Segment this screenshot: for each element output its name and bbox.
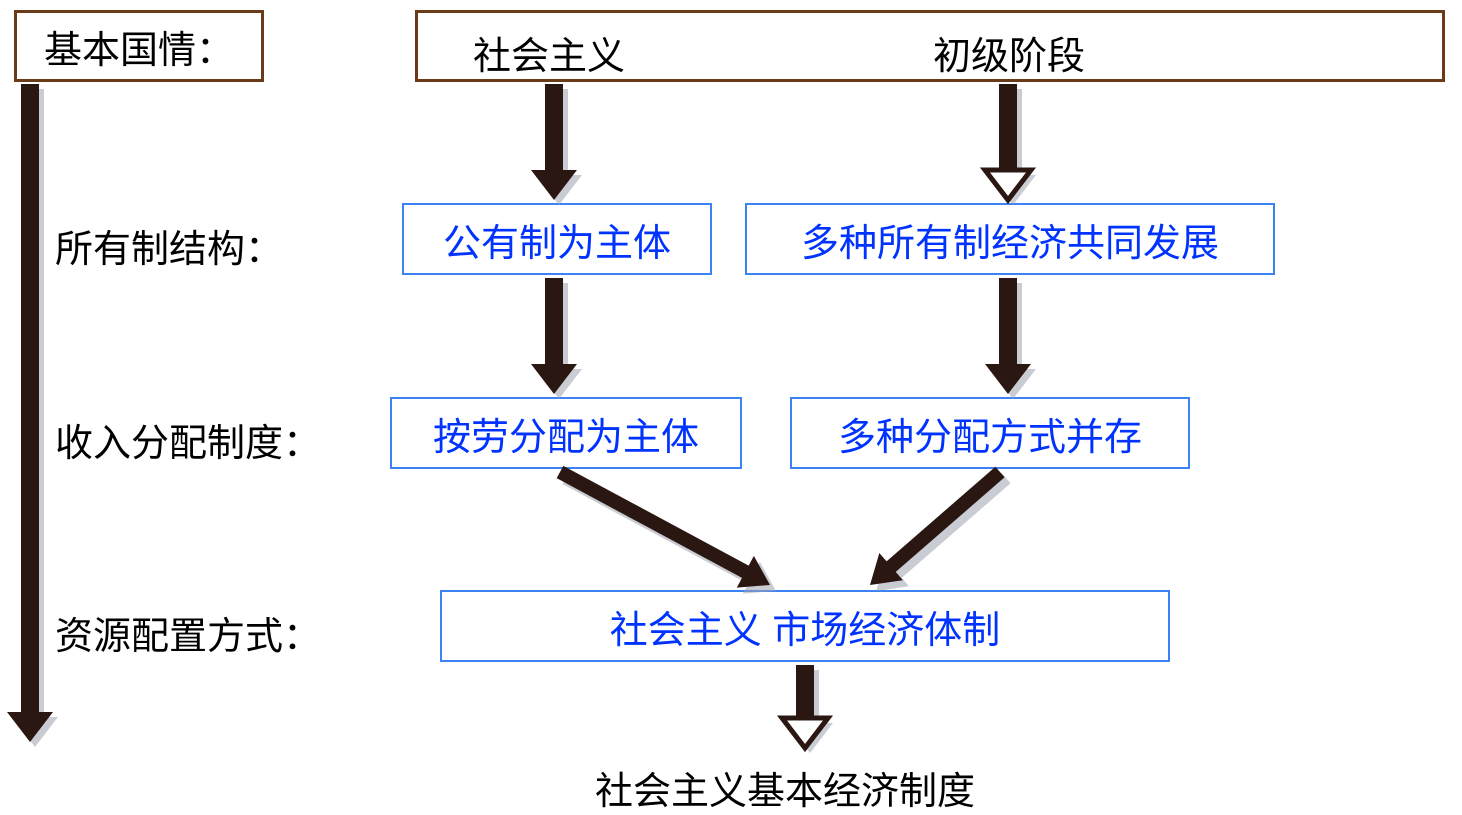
box-socialist-market-economy: 社会主义 市场经济体制	[440, 590, 1170, 662]
box-diverse-ownership: 多种所有制经济共同发展	[745, 203, 1275, 275]
box-basic-national-conditions: 基本国情：	[14, 10, 264, 82]
label-resource-allocation: 资源配置方式：	[55, 605, 321, 660]
label-income-distribution: 收入分配制度：	[55, 412, 321, 467]
box-multiple-distribution: 多种分配方式并存	[790, 397, 1190, 469]
box-public-ownership: 公有制为主体	[402, 203, 712, 275]
text-socialism: 社会主义	[473, 25, 625, 80]
diagram-stage: 基本国情： 社会主义 初级阶段 所有制结构： 收入分配制度： 资源配置方式： 社…	[0, 0, 1462, 806]
label-ownership-structure: 所有制结构：	[55, 218, 283, 273]
text-distribution-by-work: 按劳分配为主体	[433, 406, 699, 461]
text-primary-stage: 初级阶段	[933, 25, 1085, 80]
box-socialism-primary-stage: 社会主义 初级阶段	[415, 10, 1445, 82]
text-public-ownership: 公有制为主体	[443, 212, 671, 267]
text-basic-national-conditions: 基本国情：	[44, 19, 234, 74]
text-multiple-distribution: 多种分配方式并存	[838, 406, 1142, 461]
text-socialist-market-economy: 社会主义 市场经济体制	[610, 599, 1001, 654]
label-basic-economic-system: 社会主义基本经济制度	[595, 760, 975, 815]
text-diverse-ownership: 多种所有制经济共同发展	[801, 212, 1219, 267]
box-distribution-by-work: 按劳分配为主体	[390, 397, 742, 469]
